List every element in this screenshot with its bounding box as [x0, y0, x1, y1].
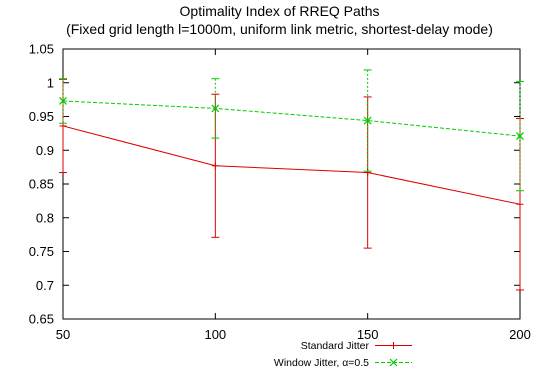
- legend-swatch-window-jitter: [375, 358, 412, 367]
- y-tick-label: 0.8: [36, 210, 54, 225]
- legend-marker: [390, 342, 397, 349]
- plot-frame: [62, 48, 521, 320]
- x-tick-label: 150: [357, 327, 379, 342]
- data-point: [211, 104, 220, 113]
- legend: Standard Jitter Window Jitter, α=0.5: [274, 340, 412, 369]
- y-tick-label: 0.9: [36, 143, 54, 158]
- series-line: [62, 125, 521, 205]
- data-point: [211, 162, 219, 170]
- legend-label-standard-jitter: Standard Jitter: [301, 340, 370, 352]
- series-window-jitter: [59, 69, 524, 192]
- y-tick-label: 0.7: [36, 278, 54, 293]
- y-tick-label: 1.05: [29, 42, 54, 57]
- y-tick-label: 0.95: [29, 109, 54, 124]
- data-point: [516, 200, 524, 208]
- legend-marker: [389, 358, 398, 367]
- error-bar: [59, 78, 67, 124]
- legend-label-window-jitter: Window Jitter, α=0.5: [274, 357, 369, 369]
- legend-entry-window-jitter: Window Jitter, α=0.5: [274, 357, 412, 369]
- plot-area: 0.65 0.7 0.75 0.8 0.85 0.9 0.95 1 1.05 50 100 150 20…: [29, 42, 531, 343]
- series-standard-jitter: [59, 78, 524, 291]
- y-tick-label: 0.85: [29, 177, 54, 192]
- data-point: [516, 132, 524, 140]
- x-tick-label: 200: [509, 327, 531, 342]
- legend-entry-standard-jitter: Standard Jitter: [301, 340, 412, 352]
- data-point: [363, 116, 372, 125]
- legend-swatch-standard-jitter: [375, 342, 412, 349]
- data-point: [59, 97, 67, 105]
- chart-subtitle: (Fixed grid length l=1000m, uniform link…: [66, 21, 493, 37]
- x-tick-label: 100: [204, 327, 226, 342]
- y-tick-label: 0.75: [29, 244, 54, 259]
- y-tick-label: 1: [47, 75, 54, 90]
- error-bar: [363, 69, 372, 172]
- y-tick-label: 0.65: [29, 312, 54, 327]
- error-bar: [516, 80, 524, 192]
- chart-title: Optimality Index of RREQ Paths: [180, 3, 380, 19]
- x-tick-label: 50: [56, 327, 70, 342]
- series-line: [62, 100, 521, 137]
